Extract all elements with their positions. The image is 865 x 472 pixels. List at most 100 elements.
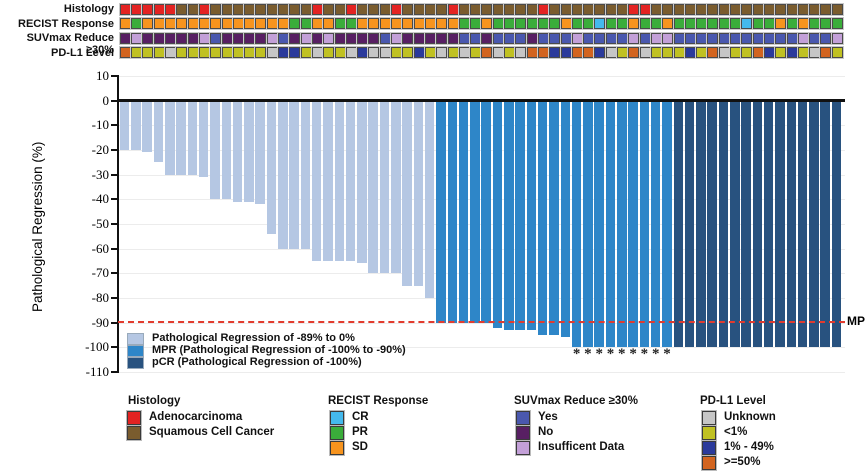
annotation-cell (210, 47, 222, 59)
annotation-cell (165, 18, 176, 30)
y-tick-label: 10 (96, 67, 109, 83)
annotation-cell (820, 3, 832, 15)
bar (684, 101, 695, 348)
gridline (118, 75, 845, 77)
annotation-cell (673, 3, 685, 15)
annotation-cell (119, 3, 131, 15)
legend-histology-title: Histology (128, 395, 181, 407)
y-tick-label: -110 (85, 363, 109, 379)
annotation-cell (639, 18, 651, 30)
bar (470, 101, 480, 323)
annotation-cell (831, 3, 843, 15)
annotation-cell (605, 32, 617, 44)
gridline (118, 371, 845, 373)
annotation-cell (311, 18, 323, 30)
annotation-cell (323, 32, 335, 44)
bar (628, 101, 638, 348)
annotation-cell (187, 18, 199, 30)
annotation-cell (345, 32, 357, 44)
bar (752, 101, 763, 348)
annotation-cell (492, 32, 504, 44)
legend-swatch-insufficent (516, 441, 530, 455)
annotation-cell (368, 32, 380, 44)
bar (571, 101, 582, 348)
annotation-cell (119, 32, 131, 44)
annotation-cell (379, 47, 391, 59)
bar (165, 101, 175, 175)
y-tick-label: -60 (91, 240, 109, 256)
annotation-cell (549, 18, 561, 30)
legend-swatch-pr (330, 426, 344, 440)
annotation-cell (424, 18, 436, 30)
annotation-cell (718, 3, 730, 15)
legend-label-sd: SD (352, 441, 368, 453)
annotation-cell (481, 47, 493, 59)
annotation-cell (730, 47, 741, 59)
annotation-cell (786, 18, 798, 30)
annotation-cell (537, 18, 549, 30)
bar (515, 101, 525, 331)
annotation-cell (176, 3, 188, 15)
annotation-cell (447, 18, 459, 30)
annotation-cell (696, 18, 708, 30)
annotation-cell (786, 47, 798, 59)
y-axis-tick (111, 370, 117, 373)
annotation-cell (571, 18, 583, 30)
annotation-cell (357, 32, 369, 44)
y-tick-label: -10 (91, 117, 109, 133)
annotation-cell (119, 18, 131, 30)
bar (142, 101, 152, 153)
y-axis-tick (111, 74, 117, 77)
annotation-cell (605, 3, 617, 15)
annotation-cell (560, 3, 572, 15)
annotation-cell (673, 32, 685, 44)
annotation-cell (775, 3, 787, 15)
annotation-cell (662, 3, 674, 15)
annotation-cell (583, 3, 595, 15)
legend-pdl1-title: PD-L1 Level (700, 395, 766, 407)
annotation-cell (424, 47, 436, 59)
annotation-cell (617, 18, 628, 30)
annotation-cell (831, 47, 843, 59)
annotation-cell (142, 18, 154, 30)
annotation-cell (153, 47, 165, 59)
annotation-cell (515, 47, 527, 59)
gridline (118, 322, 845, 324)
legend-label-mpr: MPR (Pathological Regression of -100% to… (152, 344, 406, 356)
annotation-cell (278, 32, 289, 44)
bar (119, 101, 130, 150)
annotation-cell (424, 32, 436, 44)
y-axis-tick (111, 148, 117, 151)
annotation-cell (142, 3, 154, 15)
annotation-cell (436, 47, 448, 59)
annotation-cell (662, 32, 674, 44)
annotation-cell (266, 32, 278, 44)
y-tick-label: 0 (102, 92, 110, 108)
annotation-cell (391, 32, 402, 44)
annotation-cell (639, 3, 651, 15)
annotation-cell (809, 47, 821, 59)
annotation-cell (707, 47, 719, 59)
annotation-cell (176, 32, 188, 44)
bar (809, 101, 819, 348)
annotation-cell (786, 3, 798, 15)
bar (481, 101, 491, 323)
annotation-cell (763, 47, 775, 59)
annotation-cell (391, 47, 402, 59)
significance-asterisk: * (629, 346, 637, 362)
annotation-cell (131, 3, 143, 15)
annotation-cell (820, 47, 832, 59)
annotation-cell (730, 3, 741, 15)
annotation-cell (696, 32, 708, 44)
bar (820, 101, 830, 348)
bar (357, 101, 367, 264)
legend-label-squamous: Squamous Cell Cancer (149, 426, 275, 438)
annotation-cell (142, 32, 154, 44)
annotation-cell (797, 3, 809, 15)
annotation-cell (763, 3, 775, 15)
annotation-cell (255, 3, 267, 15)
y-axis-tick (111, 346, 117, 349)
annotation-cell (244, 3, 256, 15)
bar (300, 101, 311, 249)
annotation-cell (153, 32, 165, 44)
